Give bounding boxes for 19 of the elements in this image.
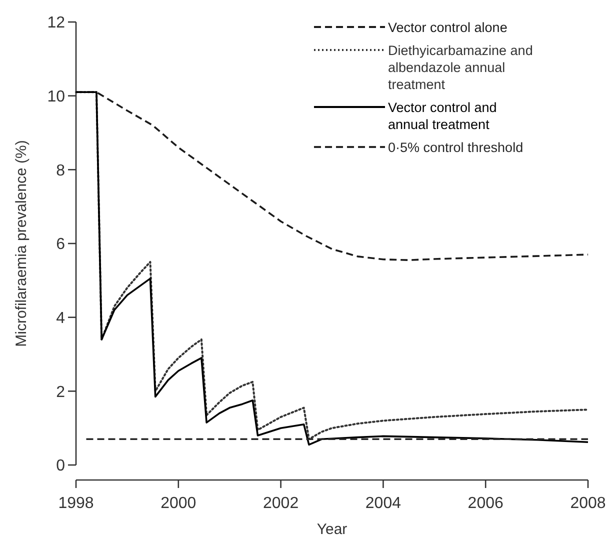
- y-tick-label: 8: [56, 162, 66, 180]
- text: 0·5% control threshold: [388, 140, 524, 155]
- x-tick-label: 2004: [365, 495, 402, 512]
- y-tick-label: 0: [56, 458, 66, 475]
- x-tick-label: 2000: [160, 495, 196, 512]
- x-axis-title: Year: [316, 521, 348, 538]
- y-axis-title: Microfilaraemia prevalence (%): [13, 140, 30, 347]
- y-tick-label: 10: [47, 88, 66, 106]
- y-tick-label: 12: [47, 14, 66, 32]
- x-tick-label: 2008: [570, 495, 606, 512]
- x-tick-label: 2002: [263, 495, 299, 512]
- y-tick-label: 4: [56, 310, 66, 327]
- text: Vector control and annual treatment: [388, 100, 497, 132]
- y-tick-label: 6: [56, 236, 66, 254]
- x-tick-label: 2006: [468, 495, 504, 512]
- text: Diethyicarbamazine and albendazole annual treatment: [388, 43, 533, 92]
- y-tick-label: 2: [56, 384, 66, 401]
- x-tick-label: 1998: [58, 495, 94, 512]
- text: Vector control alone: [388, 20, 508, 35]
